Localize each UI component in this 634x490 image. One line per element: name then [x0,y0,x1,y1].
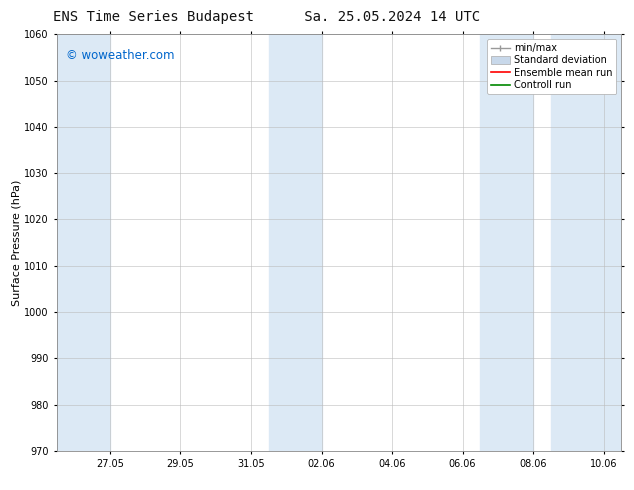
Bar [551,34,621,451]
Y-axis label: Surface Pressure (hPa): Surface Pressure (hPa) [11,179,22,306]
Bar [269,34,321,451]
Bar [57,34,110,451]
Text: © woweather.com: © woweather.com [65,49,174,62]
Bar [481,34,533,451]
Legend: min/max, Standard deviation, Ensemble mean run, Controll run: min/max, Standard deviation, Ensemble me… [487,39,616,94]
Text: ENS Time Series Budapest      Sa. 25.05.2024 14 UTC: ENS Time Series Budapest Sa. 25.05.2024 … [53,10,480,24]
